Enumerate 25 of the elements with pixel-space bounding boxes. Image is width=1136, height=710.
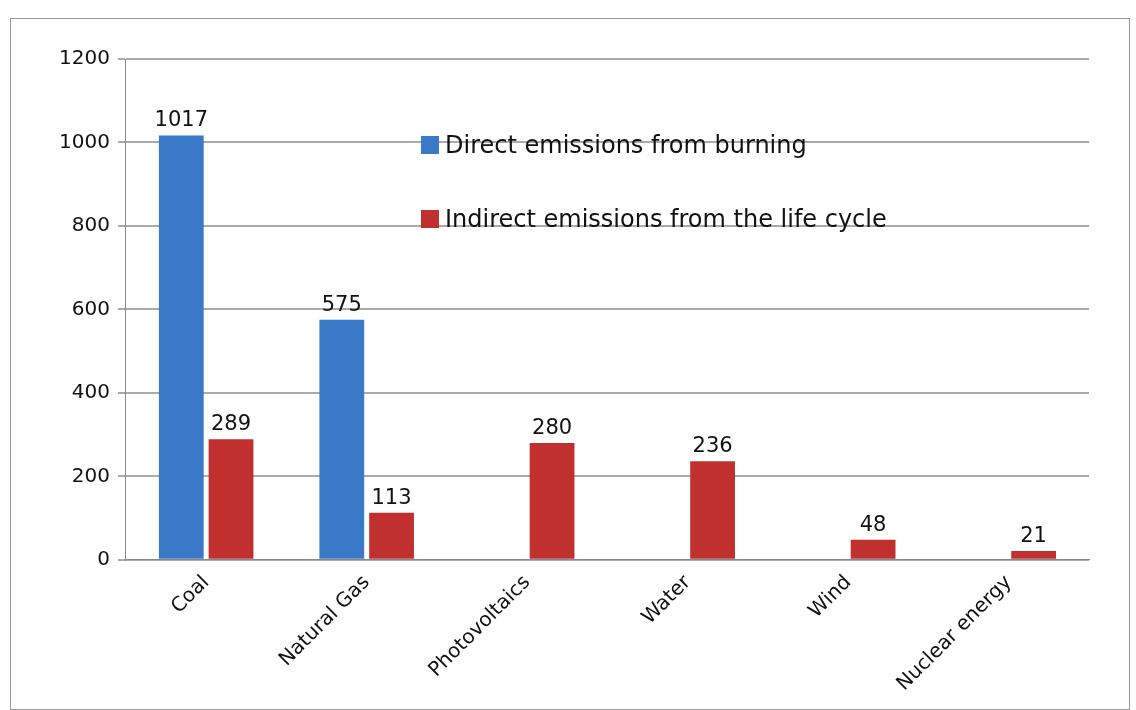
y-tick-label: 600	[71, 295, 110, 320]
bar	[369, 512, 414, 559]
y-tick-label: 200	[71, 462, 110, 487]
bar	[690, 461, 735, 559]
data-label: 289	[210, 411, 252, 436]
data-label: 1017	[154, 107, 208, 132]
bar	[850, 539, 896, 559]
bar	[319, 319, 365, 559]
legend-label: Indirect emissions from the life cycle	[445, 205, 887, 233]
bar	[1011, 551, 1057, 559]
data-label: 48	[859, 511, 887, 536]
y-tick-label: 800	[71, 212, 110, 237]
legend-label: Direct emissions from burning	[445, 131, 807, 159]
data-label: 113	[371, 484, 412, 509]
bar	[529, 442, 575, 559]
data-label: 575	[321, 291, 362, 316]
y-tick-label: 1200	[58, 45, 110, 70]
y-tick-label: 0	[97, 546, 110, 571]
data-label: 21	[1020, 523, 1047, 548]
y-tick-label: 400	[71, 379, 110, 404]
data-label: 236	[692, 433, 733, 458]
bar	[208, 439, 254, 559]
bar	[158, 135, 204, 559]
data-label: 280	[532, 414, 573, 439]
y-tick-label: 1000	[58, 128, 110, 153]
